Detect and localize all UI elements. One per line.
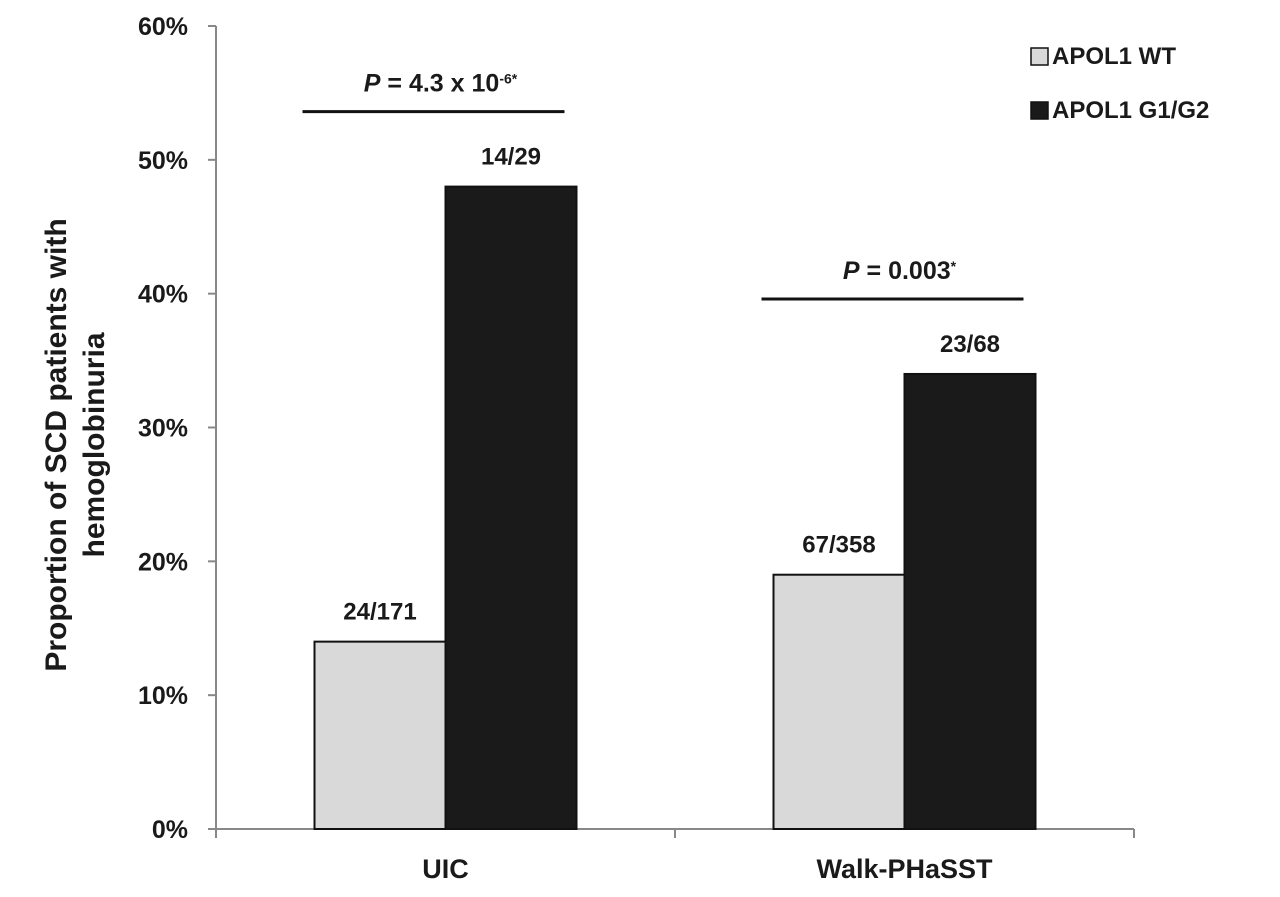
y-axis-label-line2: hemoglobinuria: [78, 332, 111, 557]
bar: [772, 573, 906, 831]
x-tick-label: UIC: [422, 854, 469, 884]
bar: [444, 185, 578, 831]
legend-label: APOL1 WT: [1052, 43, 1176, 70]
bar-data-label: 24/171: [343, 599, 416, 626]
y-tick-label: 50%: [138, 147, 188, 175]
p-value-label: P = 4.3 x 10-6*: [364, 70, 518, 98]
y-tick-label: 30%: [138, 415, 188, 443]
y-tick-label: 10%: [138, 682, 188, 710]
bars: 24/171 67/358 14/29 23/68: [313, 144, 1037, 831]
p-value-label: P = 0.003*: [843, 257, 957, 285]
y-tick-label: 40%: [138, 281, 188, 309]
bar: [313, 640, 447, 831]
significance-annotations: P = 4.3 x 10-6* P = 0.003*: [302, 70, 1024, 301]
bar-data-label: 23/68: [940, 331, 1000, 358]
x-tick-label: Walk-PHaSST: [816, 854, 993, 884]
y-tick-label: 0%: [152, 816, 188, 844]
y-tick-label: 20%: [138, 548, 188, 576]
legend-swatch: [1030, 47, 1049, 66]
legend-swatch: [1030, 101, 1049, 120]
bar-data-label: 67/358: [802, 532, 875, 559]
bar-data-label: 14/29: [481, 144, 541, 171]
y-axis-label-line1: Proportion of SCD patients with: [40, 218, 73, 671]
legend: APOL1 WT APOL1 G1/G2: [1030, 43, 1209, 124]
legend-label: APOL1 G1/G2: [1052, 97, 1209, 124]
x-axis: UIC Walk-PHaSST: [215, 828, 1135, 884]
bar: [903, 372, 1037, 830]
y-tick-label: 60%: [138, 13, 188, 41]
y-axis: 0% 10% 20% 30% 40% 50% 60%: [138, 13, 217, 844]
